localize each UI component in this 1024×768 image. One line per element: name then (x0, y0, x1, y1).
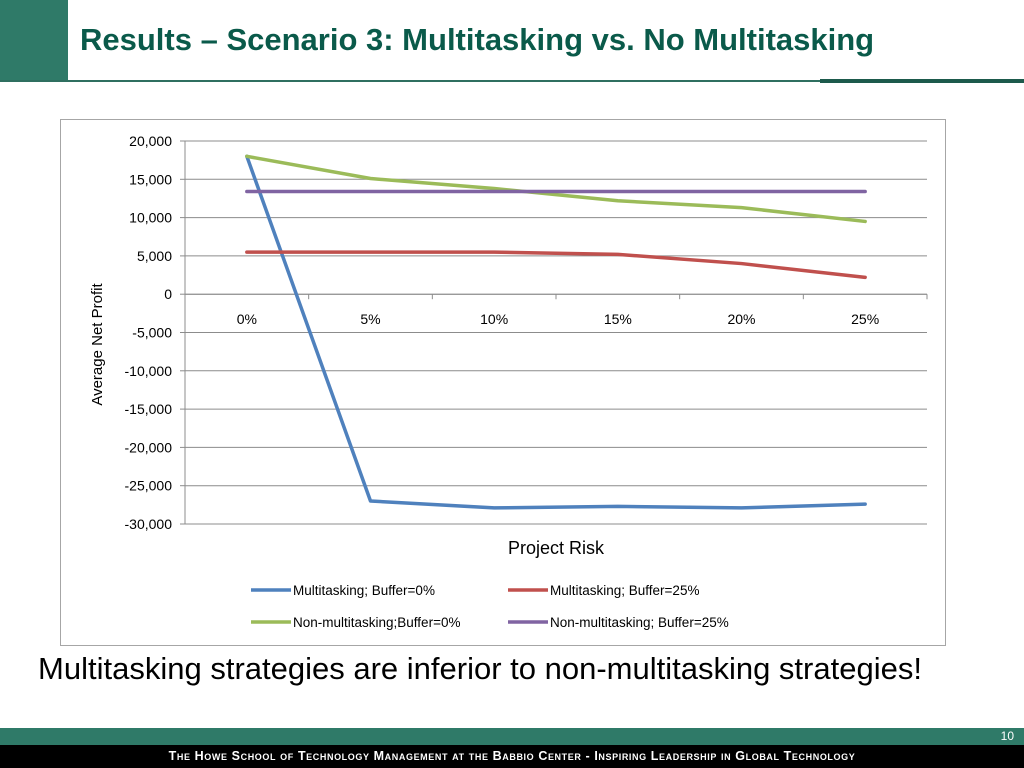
y-axis-title: Average Net Profit (89, 283, 106, 406)
footer-bar (0, 745, 1024, 768)
series-line-2 (245, 250, 867, 280)
y-tick-label: 5,000 (137, 248, 172, 264)
x-axis-title: Project Risk (508, 538, 605, 558)
legend-label: Non-multitasking; Buffer=25% (550, 615, 729, 630)
series-line-3 (245, 154, 867, 224)
x-tick-label: 5% (360, 311, 380, 327)
footer-strip (0, 728, 1024, 745)
y-tick-label: -25,000 (125, 478, 173, 494)
chart-frame: 20,000 15,000 10,000 5,000 0 -5,000 -10,000 -15… (60, 119, 946, 646)
y-tick-label: 0 (164, 286, 172, 302)
header-divider-accent (820, 79, 1024, 83)
legend-label: Multitasking; Buffer=0% (293, 583, 435, 598)
y-tick-label: 20,000 (129, 133, 172, 149)
slide-caption: Multitasking strategies are inferior to … (38, 651, 922, 686)
y-tick-label: 10,000 (129, 210, 172, 226)
x-tick-label: 15% (604, 311, 632, 327)
x-tick-label: 0% (237, 311, 257, 327)
line-chart: 20,000 15,000 10,000 5,000 0 -5,000 -10,000 -15… (89, 133, 928, 630)
slide-title: Results – Scenario 3: Multitasking vs. N… (80, 22, 875, 57)
legend-label: Multitasking; Buffer=25% (550, 583, 699, 598)
y-tick-label: -10,000 (125, 363, 173, 379)
y-tick-label: -5,000 (132, 325, 172, 341)
y-tick-label: -30,000 (125, 516, 173, 532)
footer-tagline: The Howe School of Technology Management… (168, 749, 856, 763)
legend-label: Non-multitasking;Buffer=0% (293, 615, 460, 630)
slide-number: 10 (1000, 729, 1014, 743)
y-tick-label: -15,000 (125, 401, 173, 417)
y-tick-label: 15,000 (129, 171, 172, 187)
x-tick-label: 25% (851, 311, 879, 327)
x-tick-label: 20% (727, 311, 755, 327)
x-tick-label: 10% (480, 311, 508, 327)
y-tick-label: -20,000 (125, 439, 173, 455)
header-divider (0, 80, 1024, 82)
series-line-1 (245, 154, 867, 510)
header-accent-block (0, 0, 68, 82)
